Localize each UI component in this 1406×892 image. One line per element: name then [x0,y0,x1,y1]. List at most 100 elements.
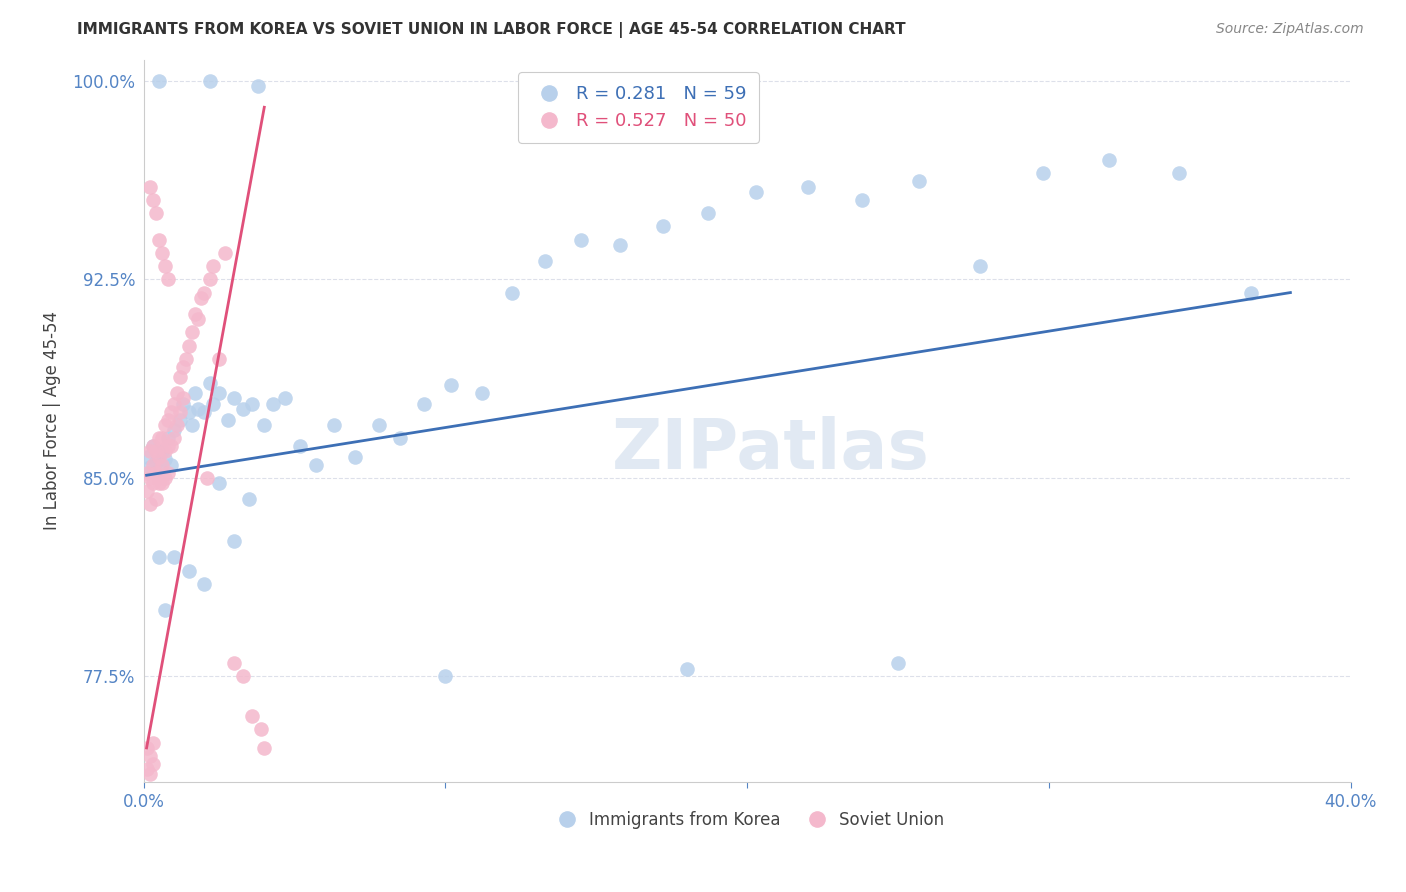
Point [142,439,165,453]
Point [195,471,218,485]
Text: Source: ZipAtlas.com: Source: ZipAtlas.com [1216,22,1364,37]
Point [569,233,592,247]
Point [187,312,209,326]
Y-axis label: In Labor Force | Age 45-54: In Labor Force | Age 45-54 [44,311,60,531]
Point [969,259,991,273]
Point [198,376,221,390]
Point [138,179,160,194]
Point [172,359,194,374]
Point [138,767,160,781]
Point [908,174,931,188]
Point [187,402,209,417]
Point [148,476,170,491]
Point [201,397,224,411]
Point [198,272,221,286]
Point [534,253,557,268]
Point [322,417,344,432]
Point [156,412,179,426]
Point [142,476,165,491]
Point [1167,166,1189,180]
Point [163,397,186,411]
Point [135,762,157,776]
Point [150,245,173,260]
Point [174,351,197,366]
Point [184,386,207,401]
Point [434,669,457,683]
Point [343,450,366,464]
Point [138,444,160,458]
Point [190,291,212,305]
Point [180,326,202,340]
Point [1098,153,1121,168]
Point [153,452,176,467]
Point [145,206,167,220]
Point [290,439,312,453]
Point [389,431,412,445]
Point [138,748,160,763]
Point [142,439,165,453]
Point [135,740,157,755]
Legend: Immigrants from Korea, Soviet Union: Immigrants from Korea, Soviet Union [544,804,950,836]
Point [159,439,181,453]
Point [177,564,200,578]
Point [224,392,246,406]
Point [501,285,523,300]
Point [145,466,167,480]
Point [238,492,260,507]
Point [153,259,176,273]
Point [177,405,200,419]
Point [166,386,188,401]
Point [274,392,297,406]
Point [138,460,160,475]
Point [148,550,170,565]
Point [887,657,910,671]
Point [232,402,254,417]
Point [177,338,200,352]
Point [163,431,186,445]
Point [153,603,176,617]
Point [159,458,181,472]
Point [148,74,170,88]
Point [240,709,263,723]
Point [169,405,191,419]
Point [208,351,231,366]
Point [153,417,176,432]
Point [148,450,170,464]
Point [150,458,173,472]
Point [651,219,673,234]
Point [156,272,179,286]
Point [193,405,215,419]
Point [253,417,276,432]
Point [150,431,173,445]
Point [156,431,179,445]
Point [163,550,186,565]
Point [145,444,167,458]
Point [169,370,191,384]
Point [156,439,179,453]
Point [214,245,236,260]
Point [180,417,202,432]
Point [159,405,181,419]
Point [142,736,165,750]
Point [163,423,186,437]
Point [156,466,179,480]
Point [413,397,436,411]
Point [166,417,188,432]
Point [851,193,873,207]
Point [172,392,194,406]
Point [138,497,160,511]
Point [697,206,720,220]
Point [201,259,224,273]
Point [153,471,176,485]
Point [745,185,768,199]
Point [135,484,157,499]
Point [208,386,231,401]
Point [253,740,276,755]
Point [262,397,284,411]
Text: IMMIGRANTS FROM KOREA VS SOVIET UNION IN LABOR FORCE | AGE 45-54 CORRELATION CHA: IMMIGRANTS FROM KOREA VS SOVIET UNION IN… [77,22,905,38]
Point [184,307,207,321]
Point [232,669,254,683]
Point [208,476,231,491]
Point [138,471,160,485]
Point [142,458,165,472]
